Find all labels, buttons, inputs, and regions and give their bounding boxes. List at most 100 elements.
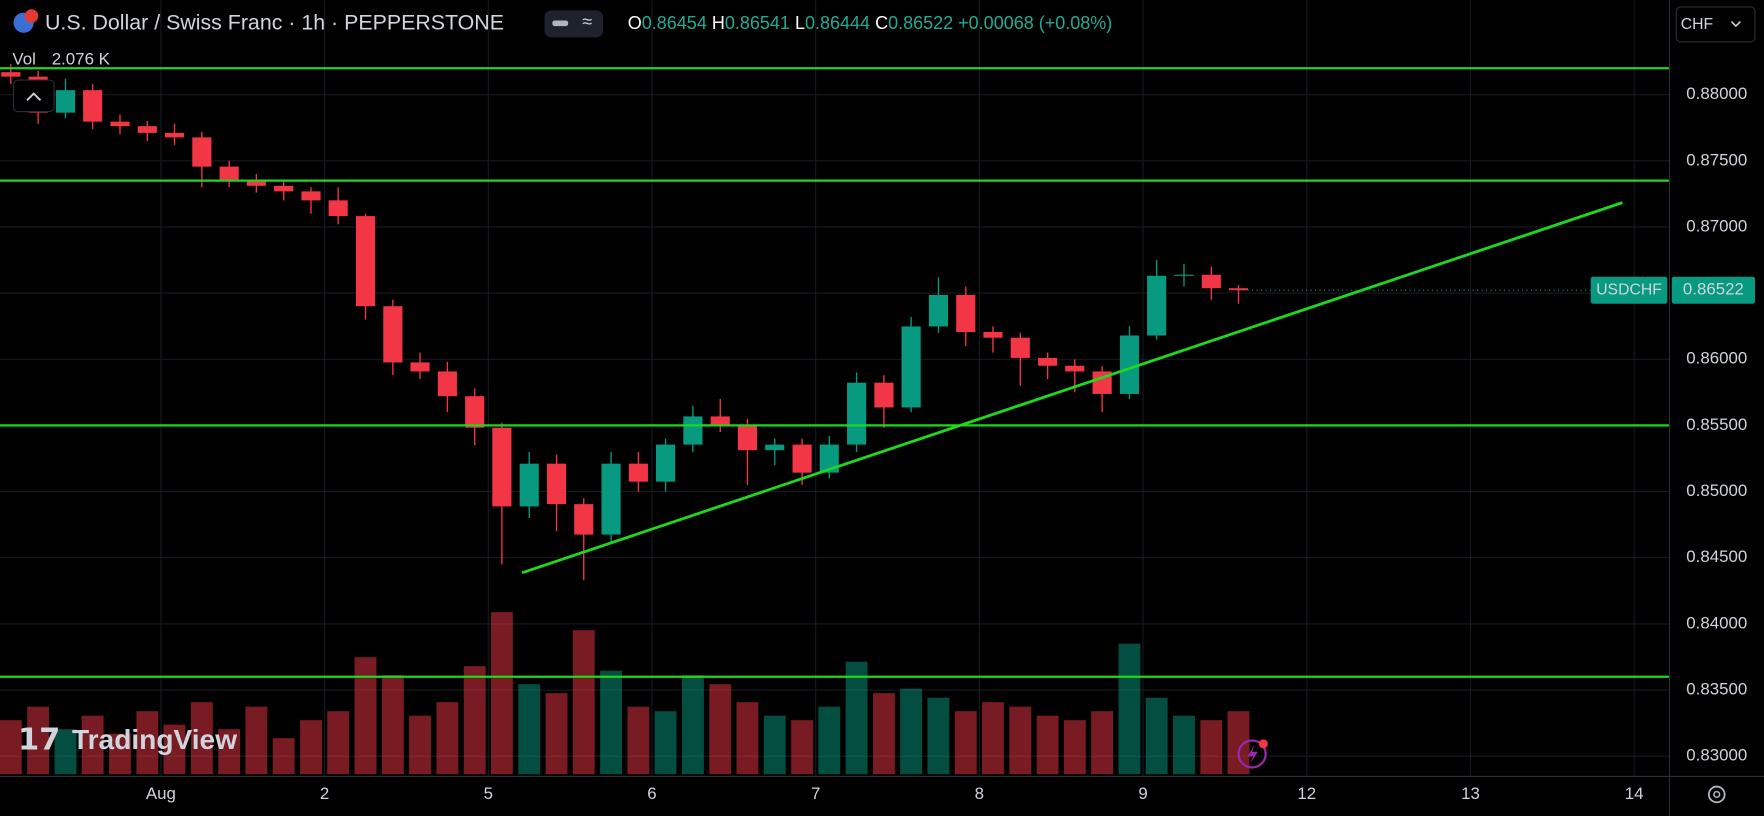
y-tick-label: 0.83500 <box>1686 679 1747 698</box>
notification-dot <box>1258 739 1268 749</box>
volume-bar <box>381 675 404 775</box>
volume-bar <box>218 729 241 775</box>
candle-body <box>847 382 867 445</box>
settings-button[interactable] <box>1707 785 1726 804</box>
ohlc-value: 0.86541 <box>725 13 790 33</box>
ohlc-value: 0.86454 <box>642 13 707 33</box>
x-tick-label: 5 <box>484 784 493 803</box>
volume-bar <box>436 702 459 775</box>
volume-bar <box>490 612 513 775</box>
collapse-icon <box>26 92 42 101</box>
symbol-tag-label: USDCHF <box>1596 281 1662 298</box>
y-tick-label: 0.86000 <box>1686 349 1747 368</box>
candle-body <box>192 137 212 167</box>
candle-body <box>928 294 949 327</box>
toggle-icon <box>552 20 569 27</box>
x-tick-label: 12 <box>1297 784 1316 803</box>
lightning-icon <box>1247 744 1258 765</box>
settings-icon <box>1713 790 1721 799</box>
volume-bar <box>791 720 814 775</box>
lightning-button[interactable] <box>1237 739 1267 769</box>
volume-bar <box>681 675 704 775</box>
logo: TradingView <box>72 724 237 755</box>
volume-bar <box>1145 697 1168 775</box>
candle-body <box>274 185 294 192</box>
candle-body <box>1010 337 1030 358</box>
y-tick-label: 0.87500 <box>1686 150 1747 169</box>
x-tick-label: 13 <box>1461 784 1480 803</box>
price-tag-label: 0.86522 <box>1683 280 1744 299</box>
volume-bar <box>1063 720 1086 775</box>
volume-bar <box>927 697 950 775</box>
candle-body <box>83 90 103 122</box>
volume-bar <box>409 715 431 775</box>
volume-bar <box>300 720 322 775</box>
candle-body <box>574 504 594 535</box>
y-tick-label: 0.87000 <box>1686 216 1747 235</box>
candle-body <box>110 121 130 127</box>
toggle-icon: ≈ <box>582 11 592 31</box>
volume-bar <box>327 711 350 775</box>
ohlc-label: L <box>795 13 805 33</box>
candle-body <box>737 425 757 451</box>
ohlc-value: 0.86444 <box>805 13 870 33</box>
volume-bar <box>709 684 732 775</box>
x-tick-label: 14 <box>1625 784 1644 803</box>
volume-bar <box>845 661 868 775</box>
vol-label: Vol <box>12 49 35 68</box>
volume-bar <box>1091 711 1114 775</box>
change: +0.00068 (+0.08%) <box>958 13 1112 33</box>
candle-body <box>1228 288 1249 291</box>
trend-line <box>521 201 1623 575</box>
volume-bar <box>190 702 213 775</box>
volume-bar <box>136 711 159 775</box>
candle-body <box>219 166 239 181</box>
volume-bar <box>272 738 295 775</box>
candle-body <box>383 306 403 363</box>
flag-icon <box>24 9 39 23</box>
symbol-title: U.S. Dollar / Swiss Franc · 1h · PEPPERS… <box>45 10 504 34</box>
candle-body <box>601 463 621 535</box>
volume-bar <box>1200 720 1223 775</box>
volume-bar <box>245 706 268 775</box>
dropdown-icon <box>1730 21 1741 28</box>
volume-bar <box>463 666 486 775</box>
plot <box>0 0 1670 777</box>
volume-bar <box>818 706 841 775</box>
candle-body <box>1038 357 1058 366</box>
volume-bar <box>81 715 104 775</box>
volume-bar <box>572 630 595 775</box>
collapse-button[interactable] <box>12 79 55 113</box>
ohlc-label: H <box>712 13 725 33</box>
volume-bar <box>1173 715 1195 775</box>
candle-body <box>765 444 785 451</box>
vol-value: 2.076 K <box>52 49 111 68</box>
toggle-pill[interactable] <box>544 10 604 38</box>
volume-bar <box>1227 711 1250 775</box>
candle-body <box>1 72 21 77</box>
currency-button[interactable] <box>1675 6 1756 43</box>
y-tick-label: 0.84500 <box>1686 547 1747 566</box>
ohlc-label: C <box>875 13 888 33</box>
candle-body <box>137 126 157 133</box>
x-tick-label: 6 <box>647 784 656 803</box>
candle-body <box>519 463 539 507</box>
candle-body <box>819 444 839 473</box>
ohlc-legend: O0.86454 H0.86541 L0.86444 C0.86522 +0.0… <box>628 13 1113 33</box>
candle-body <box>874 382 894 408</box>
candle-body <box>956 294 976 333</box>
volume-bar <box>900 688 923 775</box>
candle-body <box>1065 365 1085 372</box>
candle-body <box>55 90 76 113</box>
candle-body <box>710 416 730 426</box>
candle-body <box>301 191 321 201</box>
candle-body <box>1119 335 1140 394</box>
volume-bar <box>54 729 77 775</box>
candle-body <box>355 216 376 307</box>
volume-bar <box>545 693 568 775</box>
volume-bar <box>627 706 650 775</box>
volume-bar <box>109 733 131 775</box>
candle-body <box>683 416 703 445</box>
